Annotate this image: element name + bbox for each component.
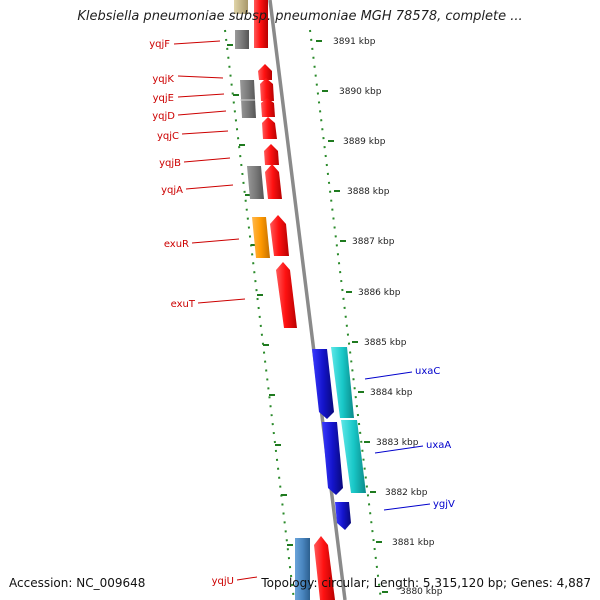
genome-backbone: [268, 0, 347, 600]
gene-label-yqjE[interactable]: yqjE: [153, 93, 174, 104]
scale-tick-label: 3881 kbp: [392, 538, 435, 548]
leader-line: [177, 75, 224, 79]
gene-label-yqjA[interactable]: yqjA: [161, 185, 183, 196]
scale-tick-label: 3884 kbp: [370, 388, 413, 398]
gene-label-yqjD[interactable]: yqjD: [152, 111, 175, 122]
left-gene-labels: yqjF yqjK yqjE yqjD yqjC yqjB yqjA exuR …: [149, 39, 234, 587]
gene-label-exuT[interactable]: exuT: [171, 299, 196, 310]
gene-yqjF[interactable]: [235, 30, 249, 49]
leader-line: [197, 298, 246, 304]
left-label-leaders: [173, 40, 258, 581]
scale-tick-label: 3888 kbp: [347, 187, 390, 197]
leader-line: [185, 184, 234, 190]
leader-line: [364, 371, 413, 380]
right-label-leaders: [364, 371, 431, 511]
scale-tick-label: 3891 kbp: [333, 37, 376, 47]
gene-uxaA[interactable]: [341, 420, 366, 493]
genome-summary-text: Topology: circular; Length: 5,315,120 bp…: [261, 576, 591, 590]
leader-line: [374, 445, 424, 454]
gene-uxaC[interactable]: [331, 347, 354, 418]
gene-ygjV[interactable]: [335, 502, 351, 530]
scale-tick-label: 3882 kbp: [385, 488, 428, 498]
gene-yqjA[interactable]: [265, 164, 282, 199]
gene-label-yqjU[interactable]: yqjU: [212, 576, 234, 587]
scale-tick-label: 3889 kbp: [343, 137, 386, 147]
gene-label-yqjF[interactable]: yqjF: [149, 39, 170, 50]
gene-exuR[interactable]: [252, 217, 270, 258]
gene-yqjD[interactable]: [261, 98, 275, 117]
gene-red-top[interactable]: [254, 0, 268, 48]
scale-tick-label: 3880 kbp: [400, 587, 443, 597]
scale-ticks: [227, 40, 388, 593]
scale-tick-label: 3890 kbp: [339, 87, 382, 97]
leader-line: [177, 93, 225, 98]
gene-label-yqjK[interactable]: yqjK: [152, 74, 174, 85]
gene-uxaA-blue[interactable]: [322, 422, 343, 495]
gene-label-yqjC[interactable]: yqjC: [157, 131, 179, 142]
gene-red-exuR[interactable]: [270, 215, 289, 256]
leader-line: [173, 40, 221, 45]
leader-line: [181, 130, 229, 135]
gene-label-exuR[interactable]: exuR: [164, 239, 189, 250]
gene-gray-yqjK[interactable]: [240, 80, 256, 118]
scale-tick-label: 3883 kbp: [376, 438, 419, 448]
gene-label-ygjV[interactable]: ygjV: [433, 499, 455, 510]
gene-yqjF-region[interactable]: [234, 0, 248, 14]
leader-line: [236, 576, 258, 581]
gene-yqjK[interactable]: [258, 64, 272, 80]
gene-yqjC[interactable]: [262, 117, 277, 139]
gene-exuT[interactable]: [276, 262, 297, 328]
gene-yqjU[interactable]: [295, 538, 310, 600]
leader-line: [383, 503, 431, 511]
scale-tick-label: 3887 kbp: [352, 237, 395, 247]
gene-yqjE[interactable]: [260, 78, 274, 101]
leader-line: [191, 238, 240, 244]
map-title: Klebsiella pneumoniae subsp. pneumoniae …: [77, 9, 523, 24]
leader-line: [177, 110, 227, 116]
gene-features: [234, 0, 366, 600]
left-track-edge: [224, 29, 295, 600]
scale-tick-label: 3885 kbp: [364, 338, 407, 348]
gene-red-bottom[interactable]: [314, 536, 335, 600]
scale-tick-label: 3886 kbp: [358, 288, 401, 298]
scale-tick-labels: 3891 kbp 3890 kbp 3889 kbp 3888 kbp 3887…: [333, 37, 443, 597]
leader-line: [183, 157, 231, 163]
right-gene-labels: uxaC uxaA ygjV: [415, 366, 455, 510]
gene-label-yqjB[interactable]: yqjB: [159, 158, 181, 169]
gene-uxaC-blue[interactable]: [312, 349, 334, 419]
gene-label-uxaA[interactable]: uxaA: [426, 440, 451, 451]
right-track-edge: [309, 29, 382, 600]
gene-yqjB[interactable]: [264, 144, 279, 165]
gene-gray-yqjA[interactable]: [247, 166, 264, 199]
accession-text: Accession: NC_009648: [9, 576, 146, 590]
gene-label-uxaC[interactable]: uxaC: [415, 366, 440, 377]
